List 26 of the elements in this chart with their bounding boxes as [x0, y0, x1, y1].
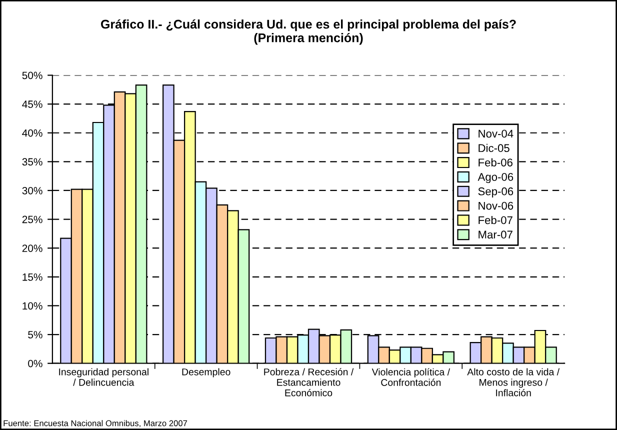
y-tick-label: 30%: [22, 186, 42, 194]
y-tick-label: 35%: [22, 158, 42, 166]
y-tick-label: 50%: [22, 72, 42, 80]
chart-title: Gráfico II.- ¿Cuál considera Ud. que es el principal problema del país? (Primera mención): [100, 19, 516, 45]
legend-label: Feb-06: [478, 158, 512, 166]
y-tick-label: 15%: [22, 273, 42, 281]
x-tick-label: Violencia política / Confrontación: [372, 368, 450, 386]
x-tick-label: Desempleo: [182, 368, 230, 378]
y-tick-label: 0%: [28, 360, 42, 368]
legend-label: Dic-05: [478, 144, 510, 152]
legend-label: Mar-07: [478, 230, 512, 239]
x-tick-label: Pobreza / Recesión / Estancamiento Económico: [264, 368, 354, 396]
legend-label: Nov-06: [478, 202, 514, 210]
legend-label: Ago-06: [478, 172, 514, 184]
y-tick-label: 10%: [22, 302, 42, 310]
x-tick-label: Inseguridad personal / Delincuencia: [59, 368, 148, 386]
source-note: Fuente: Encuesta Nacional Omnibus, Marzo 2007: [4, 420, 188, 428]
legend-label: Nov-04: [478, 130, 514, 138]
legend-label: Feb-07: [478, 216, 512, 224]
y-tick-label: 5%: [28, 331, 42, 338]
x-tick-label: Alto costo de la vida / Menos ingreso / Inflación: [467, 368, 560, 396]
y-tick-label: 25%: [22, 216, 42, 224]
legend-label: Sep-06: [478, 187, 514, 198]
y-tick-label: 20%: [22, 244, 42, 252]
y-tick-label: 45%: [22, 100, 42, 108]
y-tick-label: 40%: [22, 129, 42, 137]
